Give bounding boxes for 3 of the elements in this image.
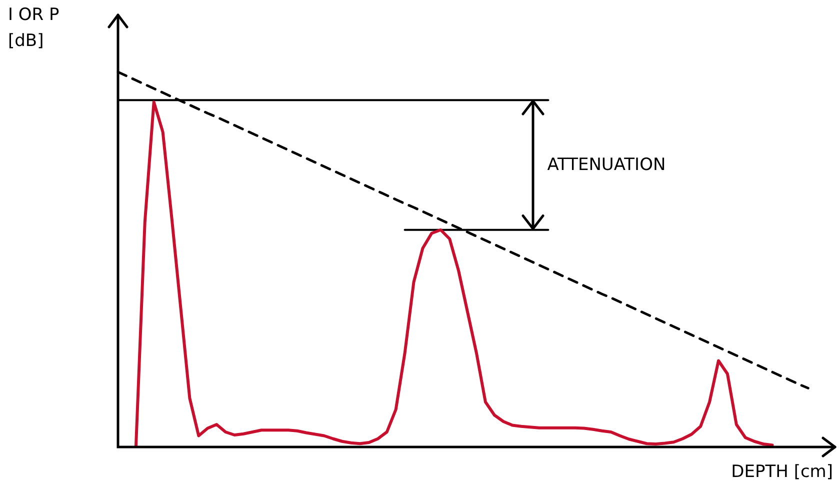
annotation: ATTENUATION [547, 154, 666, 177]
x-axis-title: DEPTH [cm] [731, 461, 833, 484]
y-axis-title: I OR P [dB] [8, 4, 60, 53]
